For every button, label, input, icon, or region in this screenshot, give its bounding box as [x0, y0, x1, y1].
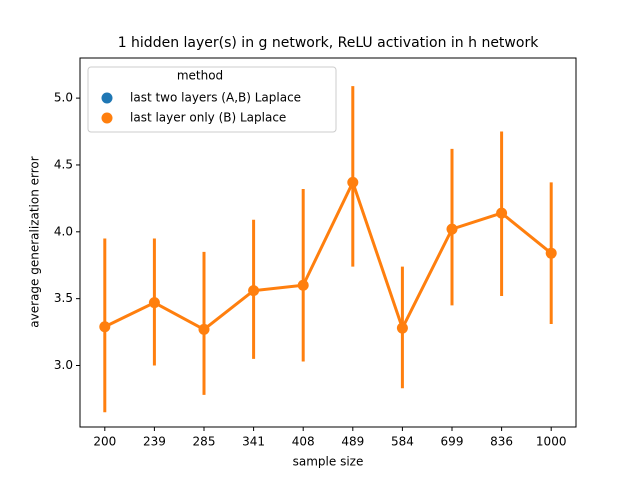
- x-tick-label: 584: [391, 435, 414, 449]
- x-tick-label: 408: [292, 435, 315, 449]
- x-tick-label: 200: [93, 435, 116, 449]
- point: [248, 285, 260, 297]
- x-axis-label: sample size: [293, 455, 364, 469]
- y-axis-label: average generalization error: [28, 156, 42, 327]
- x-tick-label: 489: [341, 435, 364, 449]
- y-tick-label: 4.5: [54, 157, 73, 171]
- point: [496, 207, 508, 219]
- legend-box: [87, 66, 337, 133]
- legend-marker: [101, 92, 113, 104]
- legend-title: method: [177, 69, 223, 83]
- legend-label: last two layers (A,B) Laplace: [130, 91, 301, 105]
- series-line: [104, 178, 553, 332]
- plot-frame: [79, 57, 577, 428]
- y-tick-label: 3.0: [54, 358, 73, 372]
- x-tick-label: 1000: [536, 435, 567, 449]
- point: [297, 279, 309, 291]
- chart-title: 1 hidden layer(s) in g network, ReLU act…: [118, 35, 540, 51]
- x-tick-label: 239: [143, 435, 166, 449]
- legend-label: last layer only (B) Laplace: [130, 111, 286, 125]
- point: [347, 176, 359, 188]
- point: [198, 323, 210, 335]
- x-tick-label: 341: [242, 435, 265, 449]
- point: [396, 322, 408, 334]
- point: [545, 247, 557, 259]
- x-tick-label: 285: [193, 435, 216, 449]
- point: [446, 223, 458, 235]
- legend-marker: [101, 112, 113, 124]
- y-tick-label: 5.0: [54, 91, 73, 105]
- x-tick-label: 836: [490, 435, 513, 449]
- y-tick-label: 4.0: [54, 224, 73, 238]
- point: [99, 321, 111, 333]
- point: [148, 297, 160, 309]
- y-tick-label: 3.5: [54, 291, 73, 305]
- x-tick-label: 699: [441, 435, 464, 449]
